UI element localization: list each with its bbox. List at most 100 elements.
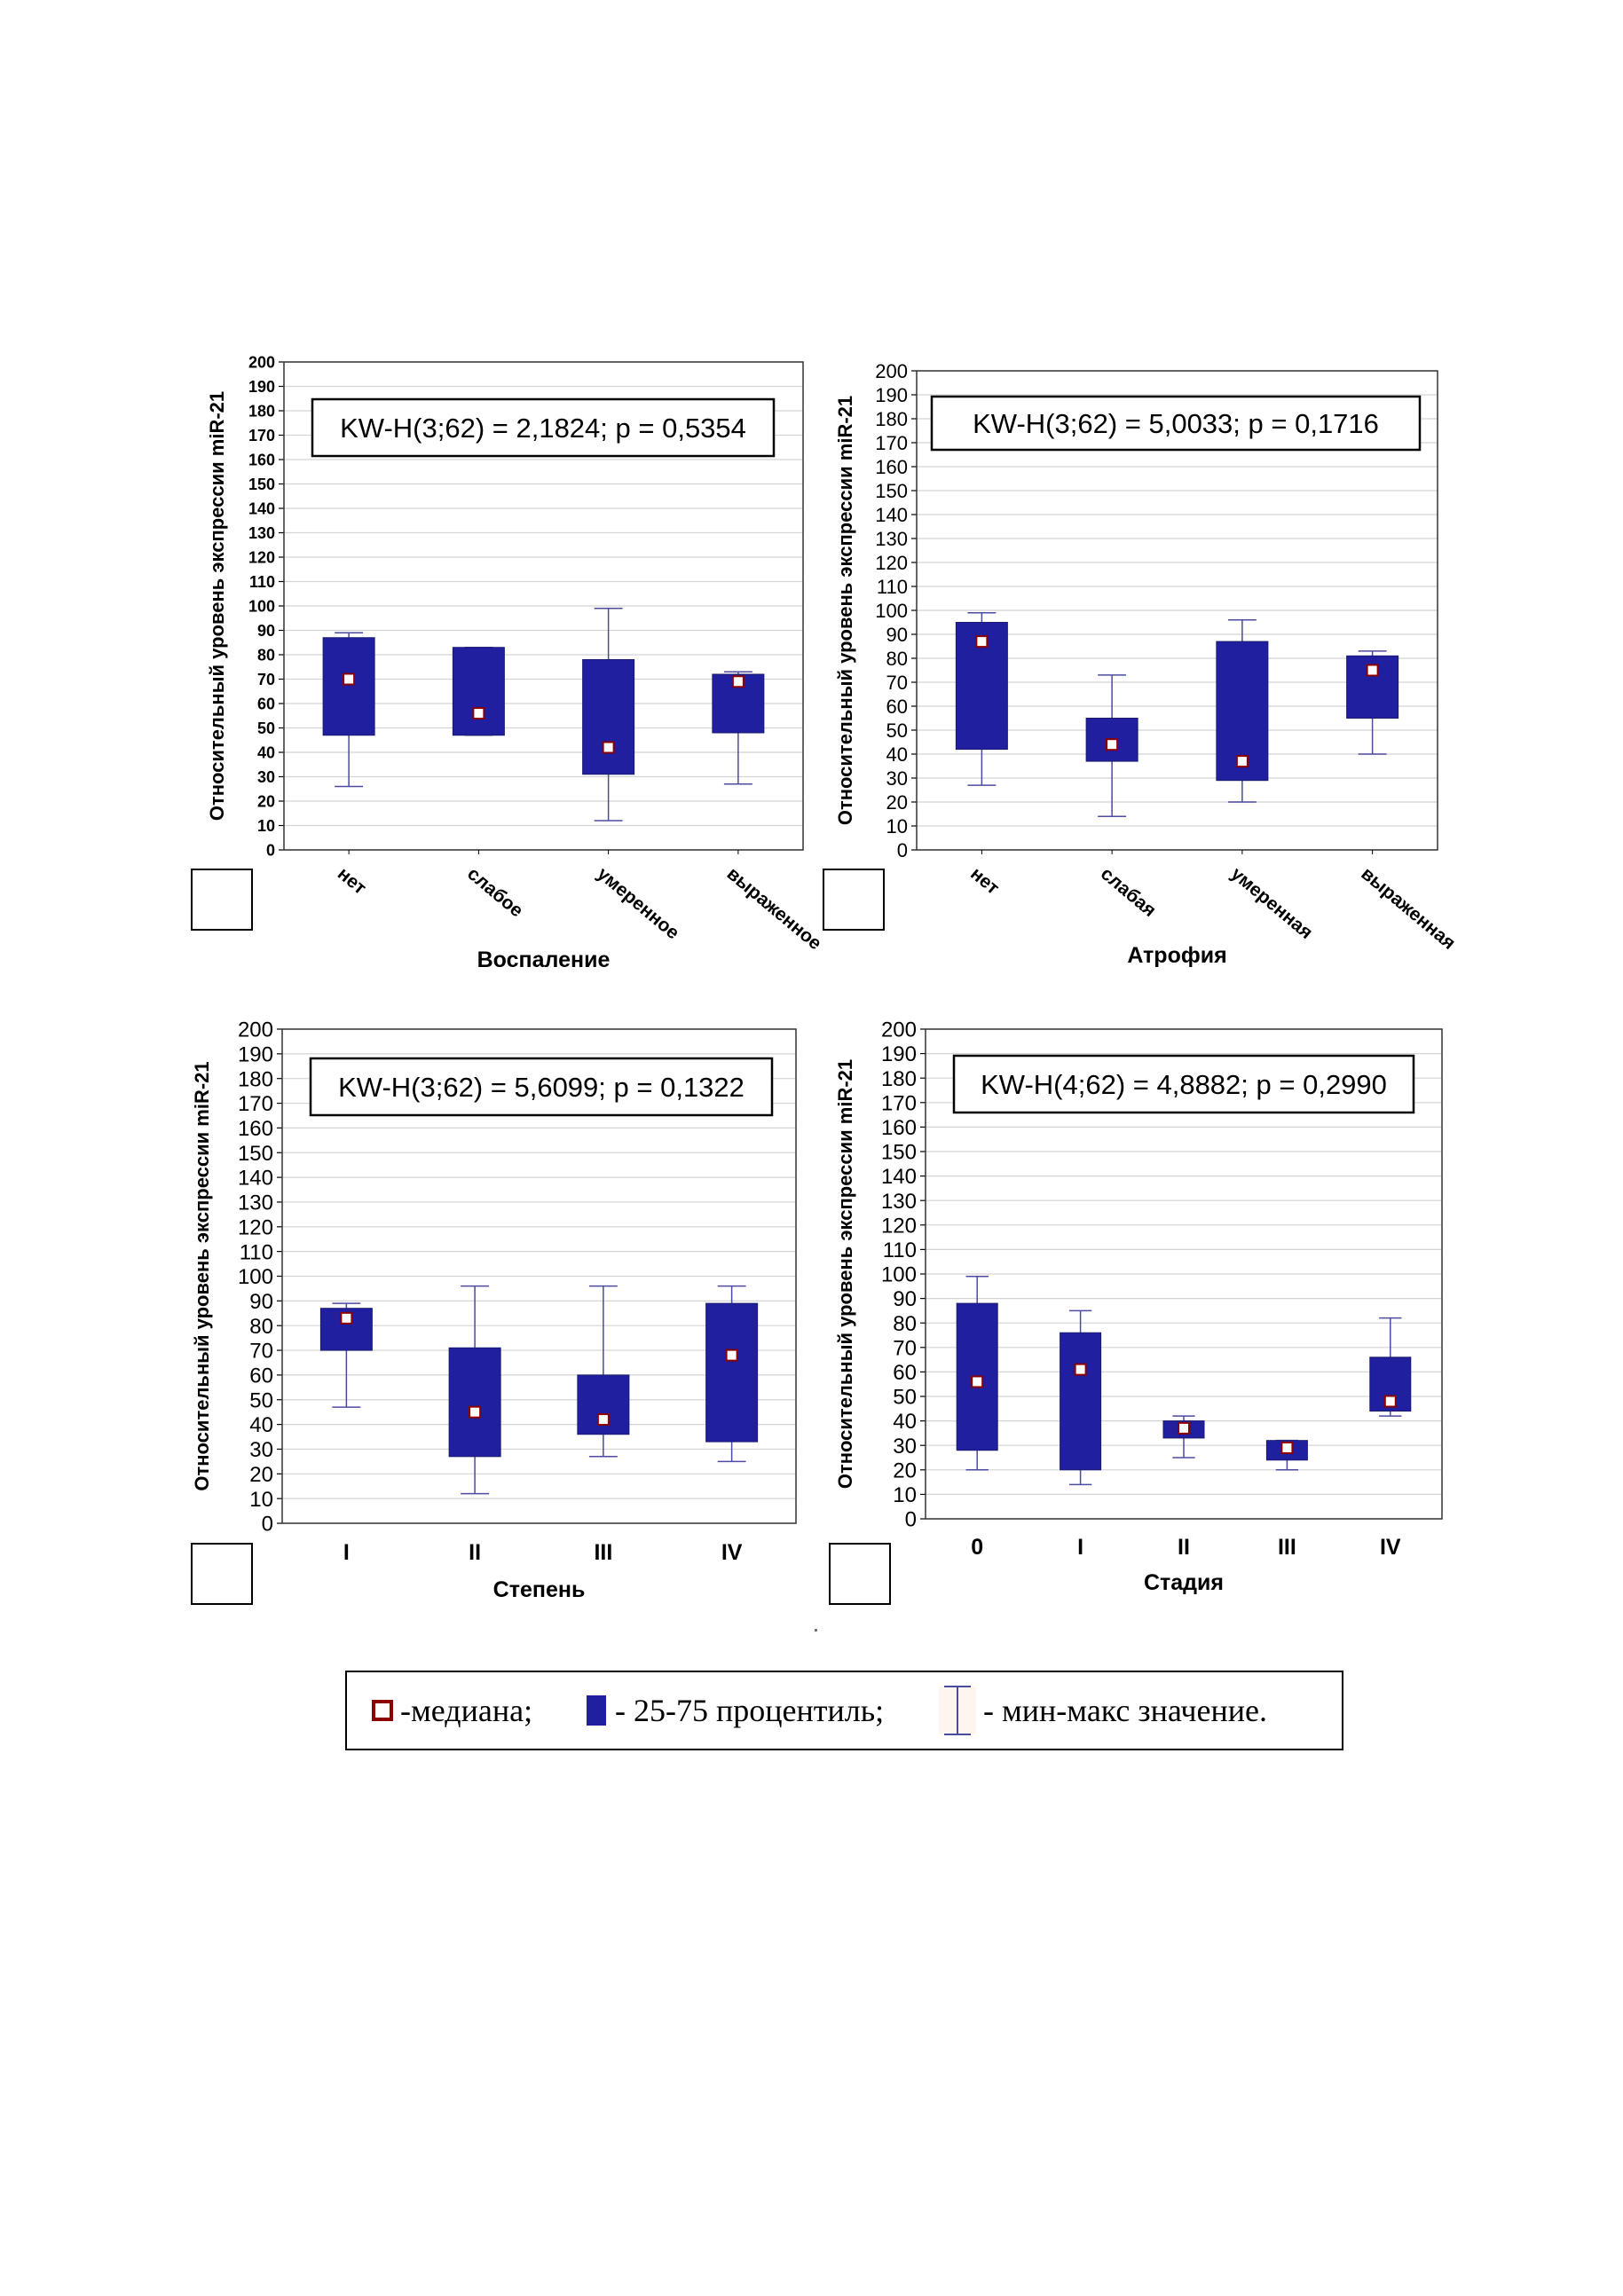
y-tick-label: 70 [257,671,275,688]
y-tick-label: 20 [257,792,275,810]
x-axis-title: Атрофия [1127,943,1226,968]
y-tick-label: 0 [262,1513,273,1537]
y-tick-label: 40 [257,743,275,761]
iqr-box [448,1347,501,1458]
y-tick-label: 190 [881,1042,917,1066]
legend-item-median: -медиана; [372,1672,532,1749]
x-category-label: II [1178,1535,1190,1560]
median-marker [1074,1363,1087,1376]
y-tick-label: 20 [249,1463,273,1487]
median-marker-icon [372,1700,393,1721]
median-marker [469,1405,482,1419]
boxplot-atrophy: 0102030405060708090100110120130140150160… [823,360,1460,968]
empty-square [829,1543,891,1605]
median-marker [1383,1395,1397,1408]
x-category-label: II [469,1540,481,1565]
chart-panel-grade: 0 10 20 30 40 50 60 70 80 90 100 110 120 130 140 150 160… [0,0,834,1650]
y-tick-label: 110 [877,576,908,598]
y-tick-label: 200 [881,1018,917,1042]
y-tick-label: 170 [875,432,908,454]
median-marker [1178,1421,1190,1435]
y-tick-label: 100 [875,600,908,622]
plot-frame [925,1028,1443,1520]
y-tick-label: 110 [240,1240,273,1264]
y-axis-title: Относительный уровень экспрессии miR-21 [191,1061,213,1490]
plot-frame [281,1028,797,1524]
empty-square [191,869,253,931]
median-marker [1366,664,1379,677]
y-tick-label: 40 [886,743,908,766]
y-tick-label: 60 [886,696,908,718]
boxplot-grade: 0102030405060708090100110120130140150160… [191,1018,797,1605]
x-category-label: I [1077,1535,1083,1560]
legend-item-box: - 25-75 процентиль; [587,1672,884,1749]
y-tick-label: 140 [238,1167,273,1191]
iqr-box [705,1302,759,1443]
y-tick-label: 120 [875,552,908,574]
y-tick-label: 80 [257,646,275,664]
y-tick-label: 90 [249,1290,273,1314]
y-tick-label: 90 [257,622,275,640]
y-tick-label: 90 [886,624,908,646]
median-marker [596,1413,610,1427]
y-tick-label: 140 [881,1165,917,1189]
empty-square [823,869,885,931]
y-tick-label: 30 [249,1438,273,1462]
median-marker [340,1311,353,1325]
y-tick-label: 110 [883,1238,917,1262]
y-tick-label: 200 [875,360,908,382]
y-tick-label: 200 [238,1018,273,1042]
y-tick-label: 180 [238,1067,273,1091]
boxplot-inflammation: 0 10 20 30 40 50 60 70 80 90 100 110 120 130 140 150 160… [191,353,825,972]
y-tick-label: 80 [893,1312,917,1336]
y-tick-label: 170 [881,1091,917,1115]
iqr-box [582,659,635,775]
x-category-label: 0 [971,1535,983,1560]
median-marker [1235,755,1249,768]
x-axis-title: Стадия [1144,1570,1224,1595]
stat-annotation-text: KW-H(3;62) = 2,1824; p = 0,5354 [340,413,746,444]
median-marker [1106,738,1119,751]
median-marker [731,675,745,688]
x-category-label: III [1278,1535,1296,1560]
y-tick-label: 30 [893,1435,917,1459]
y-tick-label: 170 [238,1092,273,1116]
legend-box-label: - 25-75 процентиль; [615,1693,885,1728]
y-axis-title: Относительный уровень экспрессии miR-21 [206,391,228,821]
iqr-box [322,637,375,736]
stat-annotation-box [930,395,1422,452]
stat-annotation-box [309,1057,774,1117]
stray-dot [815,1629,817,1632]
y-tick-label: 70 [886,672,908,694]
x-category-label: III [594,1540,612,1565]
y-tick-label: 80 [886,648,908,670]
y-axis-title: Относительный уровень экспрессии miR-21 [834,396,856,825]
stat-annotation-text: KW-H(4;62) = 4,8882; p = 0,2990 [981,1069,1387,1100]
y-tick-label: 190 [248,378,275,396]
y-tick-label: 150 [881,1141,917,1165]
chart-panel-atrophy: 0 10 20 30 40 50 60 70 80 90 100 110 120 130 140 150 160… [0,0,1623,994]
y-tick-label: 180 [881,1067,917,1091]
y-tick-label: 70 [249,1340,273,1364]
y-tick-label: 90 [893,1287,917,1311]
stat-annotation-text: KW-H(3;62) = 5,6099; p = 0,1322 [338,1072,745,1103]
x-axis-title: Воспаление [477,947,611,972]
plot-frame [283,361,804,851]
empty-square [191,1543,253,1605]
iqr-box [452,647,505,736]
x-category-label: IV [1380,1535,1401,1560]
y-tick-label: 70 [893,1336,917,1360]
y-tick-label: 50 [249,1388,273,1412]
y-tick-label: 40 [893,1410,917,1434]
y-tick-label: 10 [886,815,908,837]
median-marker [975,635,989,649]
y-axis-title: Относительный уровень экспрессии miR-21 [834,1059,856,1489]
y-tick-label: 130 [248,524,275,542]
median-marker [602,741,615,754]
chart-panel-stage: 0 10 20 30 40 50 60 70 80 90 100 110 120 130 140 150 160… [829,1018,1443,1605]
x-category-label: IV [721,1540,743,1565]
y-tick-label: 130 [238,1191,273,1215]
y-tick-label: 50 [257,719,275,737]
median-marker [343,672,356,686]
y-tick-label: 160 [881,1116,917,1140]
